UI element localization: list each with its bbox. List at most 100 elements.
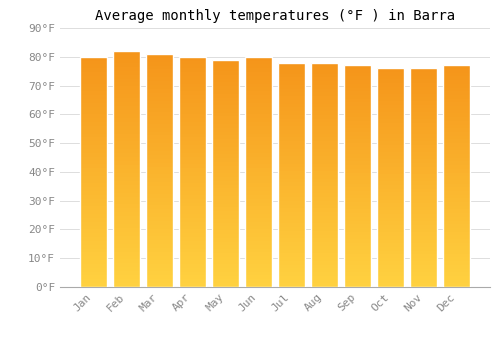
Bar [179, 275, 206, 279]
Bar [344, 276, 371, 280]
Bar [179, 252, 206, 256]
Bar [245, 226, 272, 230]
Bar [311, 122, 338, 126]
Bar [212, 200, 239, 204]
Bar [80, 122, 106, 126]
Bar [377, 86, 404, 90]
Bar [179, 214, 206, 218]
Bar [146, 89, 173, 93]
Bar [278, 70, 305, 74]
Bar [344, 165, 371, 169]
Bar [245, 206, 272, 210]
Bar [377, 76, 404, 79]
Bar [444, 80, 470, 84]
Bar [344, 132, 371, 135]
Bar [245, 118, 272, 122]
Bar [146, 260, 173, 264]
Bar [311, 201, 338, 205]
Bar [80, 203, 106, 206]
Bar [377, 178, 404, 181]
Bar [245, 160, 272, 164]
Bar [444, 154, 470, 158]
Bar [444, 165, 470, 169]
Bar [278, 160, 305, 163]
Bar [212, 128, 239, 132]
Bar [311, 265, 338, 268]
Bar [311, 63, 338, 66]
Bar [344, 125, 371, 128]
Bar [377, 79, 404, 83]
Bar [278, 197, 305, 201]
Bar [112, 236, 140, 240]
Bar [146, 81, 173, 85]
Bar [377, 141, 404, 145]
Bar [377, 152, 404, 156]
Bar [245, 156, 272, 160]
Bar [344, 99, 371, 102]
Bar [112, 240, 140, 244]
Bar [377, 72, 404, 76]
Bar [245, 199, 272, 203]
Bar [410, 141, 438, 145]
Bar [311, 250, 338, 253]
Bar [245, 260, 272, 264]
Bar [311, 107, 338, 111]
Bar [212, 257, 239, 260]
Bar [377, 214, 404, 218]
Bar [80, 199, 106, 203]
Bar [245, 237, 272, 241]
Bar [80, 57, 106, 61]
Bar [245, 111, 272, 114]
Bar [278, 238, 305, 242]
Bar [212, 79, 239, 82]
Bar [444, 161, 470, 165]
Bar [377, 108, 404, 112]
Bar [212, 226, 239, 230]
Bar [344, 139, 371, 143]
Bar [377, 94, 404, 97]
Bar [112, 59, 140, 63]
Bar [80, 283, 106, 287]
Bar [212, 102, 239, 105]
Bar [80, 218, 106, 222]
Bar [311, 70, 338, 74]
Bar [179, 130, 206, 133]
Bar [80, 233, 106, 237]
Bar [146, 275, 173, 279]
Bar [444, 276, 470, 280]
Bar [80, 245, 106, 248]
Bar [146, 283, 173, 287]
Bar [179, 172, 206, 176]
Bar [410, 83, 438, 86]
Bar [278, 265, 305, 268]
Bar [444, 117, 470, 121]
Bar [112, 102, 140, 106]
Bar [245, 245, 272, 248]
Bar [410, 222, 438, 225]
Bar [112, 264, 140, 267]
Bar [112, 55, 140, 59]
Bar [179, 203, 206, 206]
Bar [444, 169, 470, 173]
Bar [410, 199, 438, 203]
Bar [212, 105, 239, 109]
Bar [344, 121, 371, 125]
Bar [146, 272, 173, 275]
Bar [212, 82, 239, 86]
Bar [212, 63, 239, 67]
Bar [377, 265, 404, 269]
Bar [344, 202, 371, 206]
Bar [377, 119, 404, 123]
Bar [146, 108, 173, 112]
Bar [377, 145, 404, 148]
Bar [377, 258, 404, 261]
Bar [311, 126, 338, 130]
Bar [179, 133, 206, 137]
Bar [410, 130, 438, 134]
Bar [212, 75, 239, 79]
Bar [212, 234, 239, 238]
Bar [212, 143, 239, 147]
Bar [146, 221, 173, 225]
Bar [311, 119, 338, 122]
Bar [212, 60, 239, 63]
